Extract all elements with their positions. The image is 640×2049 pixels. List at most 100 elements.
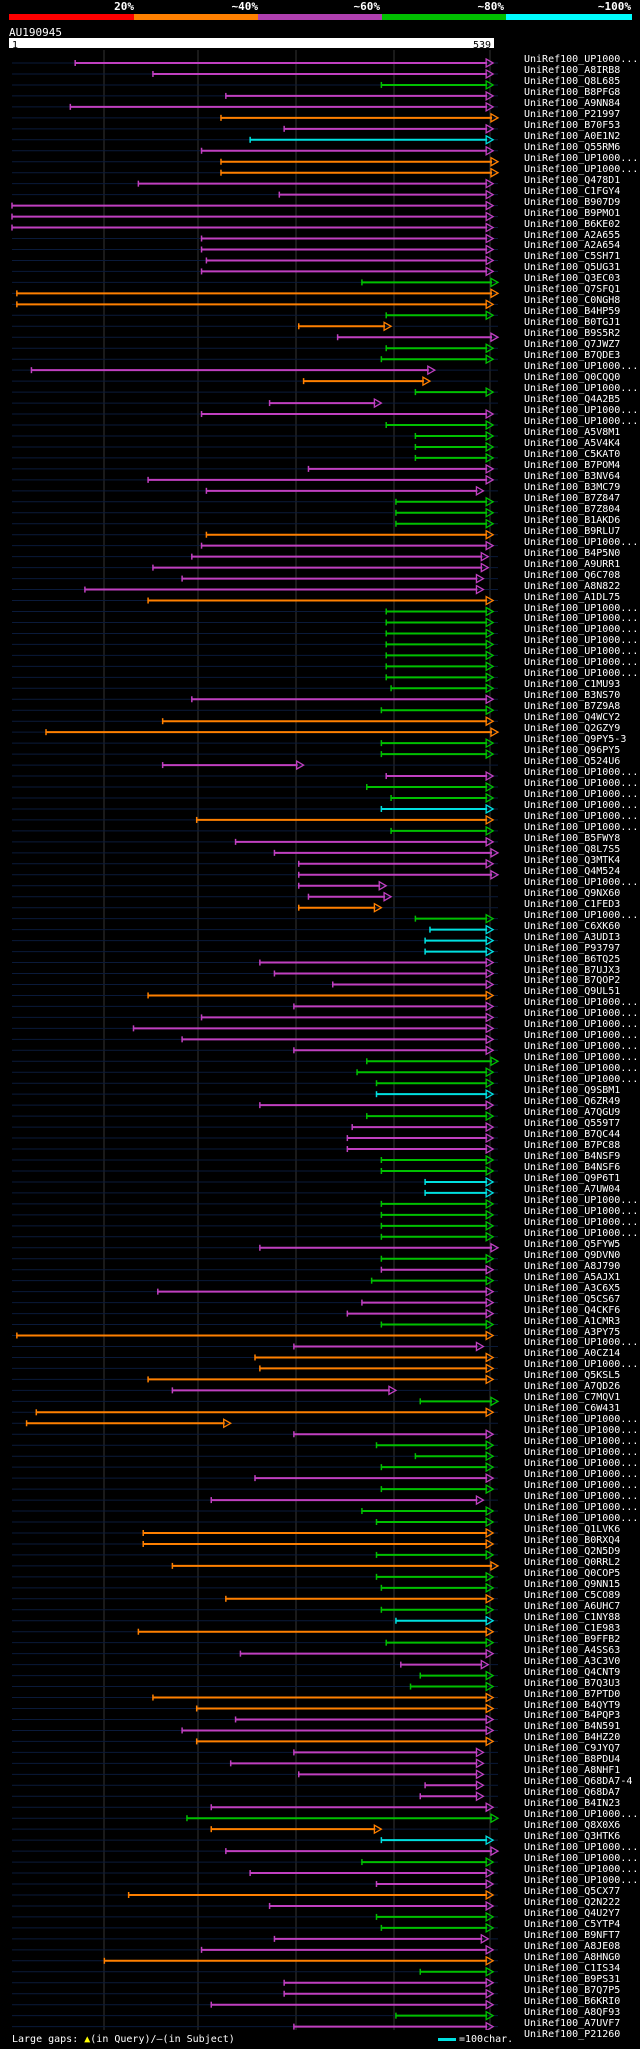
hit-label[interactable]: UniRef100_Q9NN15 [524,1578,621,1590]
hit-label[interactable]: UniRef100_Q8L7S5 [524,843,621,855]
hit-label[interactable]: UniRef100_UP1000... [524,1842,639,1854]
hit-label[interactable]: UniRef100_UP1000... [524,1227,639,1239]
hit-label[interactable]: UniRef100_B8PFG8 [524,86,621,98]
hit-label[interactable]: UniRef100_UP1000... [524,163,639,175]
hit-label[interactable]: UniRef100_UP1000... [524,635,639,647]
hit-label[interactable]: UniRef100_A0CZ14 [524,1348,621,1360]
hit-label[interactable]: UniRef100_B4N591 [524,1721,621,1733]
hit-label[interactable]: UniRef100_Q6C708 [524,569,621,581]
hit-label[interactable]: UniRef100_A3PY75 [524,1326,621,1338]
hit-label[interactable]: UniRef100_Q8L685 [524,75,621,87]
hit-label[interactable]: UniRef100_C1E983 [524,1622,621,1634]
hit-label[interactable]: UniRef100_A2A655 [524,229,621,241]
hit-label[interactable]: UniRef100_Q3HTK6 [524,1831,621,1843]
hit-label[interactable]: UniRef100_A7QD26 [524,1381,621,1393]
hit-label[interactable]: UniRef100_B7QC44 [524,1129,621,1141]
hit-label[interactable]: UniRef100_Q7SFQ1 [524,284,621,296]
hit-label[interactable]: UniRef100_UP1000... [524,1809,639,1821]
hit-label[interactable]: UniRef100_B4NSF9 [524,1151,621,1162]
hit-label[interactable]: UniRef100_A8IRB8 [524,64,621,76]
hit-label[interactable]: UniRef100_B7UJX3 [524,964,621,976]
hit-label[interactable]: UniRef100_Q5KSL5 [524,1370,621,1382]
hit-label[interactable]: UniRef100_Q2GZY9 [524,723,621,735]
hit-label[interactable]: UniRef100_B4HP59 [524,306,621,318]
hit-label[interactable]: UniRef100_B9PMO1 [524,207,621,219]
hit-label[interactable]: UniRef100_Q4CKF6 [524,1304,621,1316]
hit-label[interactable]: UniRef100_A8NHF1 [524,1765,621,1777]
hit-label[interactable]: UniRef100_UP1000... [524,1008,639,1020]
hit-label[interactable]: UniRef100_P93797 [524,942,621,954]
hit-label[interactable]: UniRef100_C6XK60 [524,920,621,932]
hit-label[interactable]: UniRef100_UP1000... [524,1458,639,1470]
hit-label[interactable]: UniRef100_UP1000... [524,536,639,548]
hit-label[interactable]: UniRef100_A3C6X5 [524,1282,621,1294]
hit-label[interactable]: UniRef100_C5CO89 [524,1589,621,1601]
hit-label[interactable]: UniRef100_Q4WCY2 [524,712,621,724]
hit-label[interactable]: UniRef100_C1FED3 [524,898,621,910]
hit-label[interactable]: UniRef100_Q524U6 [524,756,621,768]
hit-label[interactable]: UniRef100_UP1000... [524,876,639,888]
hit-label[interactable]: UniRef100_C1NY88 [524,1611,621,1623]
hit-label[interactable]: UniRef100_A4SS63 [524,1644,621,1656]
hit-label[interactable]: UniRef100_UP1000... [524,1864,639,1876]
hit-label[interactable]: UniRef100_Q96PY5 [524,745,621,757]
hit-label[interactable]: UniRef100_UP1000... [524,997,639,1009]
hit-label[interactable]: UniRef100_Q4CNT9 [524,1666,621,1678]
hit-label[interactable]: UniRef100_Q0RRL2 [524,1556,621,1568]
hit-label[interactable]: UniRef100_UP1000... [524,1019,639,1031]
hit-label[interactable]: UniRef100_UP1000... [524,361,639,373]
hit-label[interactable]: UniRef100_C7MQV1 [524,1392,621,1404]
hit-label[interactable]: UniRef100_B5FWY8 [524,832,621,844]
hit-label[interactable]: UniRef100_C1FGY4 [524,185,621,197]
hit-label[interactable]: UniRef100_UP1000... [524,416,639,427]
hit-label[interactable]: UniRef100_C0NGH8 [524,295,621,307]
hit-label[interactable]: UniRef100_B7QDE3 [524,350,621,362]
hit-label[interactable]: UniRef100_Q2N222 [524,1896,621,1908]
hit-label[interactable]: UniRef100_Q9NX60 [524,887,621,899]
hit-label[interactable]: UniRef100_Q5CS67 [524,1293,621,1305]
hit-label[interactable]: UniRef100_Q4M524 [524,865,621,877]
hit-label[interactable]: UniRef100_B4IN23 [524,1798,621,1810]
hit-label[interactable]: UniRef100_A0E1N2 [524,130,621,142]
hit-label[interactable]: UniRef100_B907D9 [524,196,621,208]
hit-label[interactable]: UniRef100_UP1000... [524,810,639,822]
hit-label[interactable]: UniRef100_UP1000... [524,1205,639,1217]
hit-label[interactable]: UniRef100_A7QGU9 [524,1107,621,1119]
hit-label[interactable]: UniRef100_C6W431 [524,1403,621,1415]
hit-label[interactable]: UniRef100_A8J790 [524,1260,621,1272]
hit-label[interactable]: UniRef100_A8JE08 [524,1940,621,1952]
hit-label[interactable]: UniRef100_UP1000... [524,1414,639,1426]
hit-label[interactable]: UniRef100_Q4U2Y7 [524,1907,621,1919]
hit-label[interactable]: UniRef100_A8HNG0 [524,1951,621,1963]
hit-label[interactable]: UniRef100_UP1000... [524,668,639,680]
hit-label[interactable]: UniRef100_UP1000... [524,1337,639,1349]
hit-label[interactable]: UniRef100_B6KRI0 [524,1995,621,2007]
hit-label[interactable]: UniRef100_UP1000... [524,1513,639,1524]
hit-label[interactable]: UniRef100_UP1000... [524,1052,639,1064]
hit-label[interactable]: UniRef100_B7POM4 [524,459,621,471]
hit-label[interactable]: UniRef100_UP1000... [524,909,639,921]
hit-label[interactable]: UniRef100_C5YTP4 [524,1918,621,1930]
hit-label[interactable]: UniRef100_Q9DVN0 [524,1249,621,1261]
hit-label[interactable]: UniRef100_B9PS31 [524,1973,621,1985]
hit-label[interactable]: UniRef100_B4NSF6 [524,1161,621,1173]
hit-label[interactable]: UniRef100_Q1LVK6 [524,1523,621,1535]
hit-label[interactable]: UniRef100_B7PC88 [524,1140,621,1152]
hit-label[interactable]: UniRef100_B7Z804 [524,503,621,515]
hit-label[interactable]: UniRef100_Q4A2B5 [524,394,621,406]
hit-label[interactable]: UniRef100_B7QOP2 [524,975,621,987]
hit-label[interactable]: UniRef100_Q3MTK4 [524,854,621,866]
hit-label[interactable]: UniRef100_UP1000... [524,1425,639,1437]
hit-label[interactable]: UniRef100_UP1000... [524,821,639,833]
hit-label[interactable]: UniRef100_Q9PY5-3 [524,734,627,746]
hit-label[interactable]: UniRef100_B1AKD6 [524,514,621,526]
hit-label[interactable]: UniRef100_B3NV64 [524,470,621,482]
hit-label[interactable]: UniRef100_UP1000... [524,1502,639,1514]
hit-label[interactable]: UniRef100_UP1000... [524,1480,639,1492]
hit-label[interactable]: UniRef100_A7UVF7 [524,2017,621,2029]
hit-label[interactable]: UniRef100_UP1000... [524,152,639,164]
hit-label[interactable]: UniRef100_A8QF93 [524,2006,621,2018]
hit-label[interactable]: UniRef100_Q55RM6 [524,141,621,153]
hit-label[interactable]: UniRef100_C9JYQ7 [524,1743,621,1755]
hit-label[interactable]: UniRef100_Q2N5D9 [524,1545,621,1557]
